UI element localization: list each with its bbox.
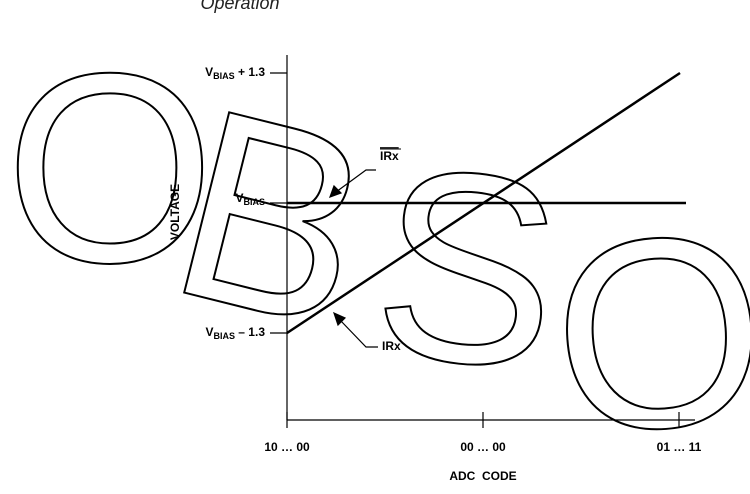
annotation: IRx	[382, 339, 401, 353]
y-tick-label: VBIAS	[235, 191, 265, 207]
x-tick-label: 10 … 00	[264, 440, 310, 454]
watermark-letter: S	[363, 110, 574, 428]
leaders	[328, 169, 378, 348]
y-tick-label: VBIAS + 1.3	[205, 65, 265, 81]
caption: Operation	[200, 0, 279, 13]
x-tick-label: 00 … 00	[460, 440, 506, 454]
y-axis-title: VOLTAGE	[168, 184, 182, 240]
watermark-letter: O	[5, 18, 215, 319]
annotation: IRx	[380, 149, 399, 163]
watermark-letter: O	[544, 177, 750, 489]
watermark: O B S O	[4, 17, 750, 492]
x-tick-label: 01 … 11	[657, 440, 702, 454]
x-axis-title: ADC CODE	[449, 469, 516, 483]
irx-line	[286, 71, 681, 335]
axes	[270, 55, 695, 428]
y-tick-label: VBIAS – 1.3	[205, 325, 265, 341]
